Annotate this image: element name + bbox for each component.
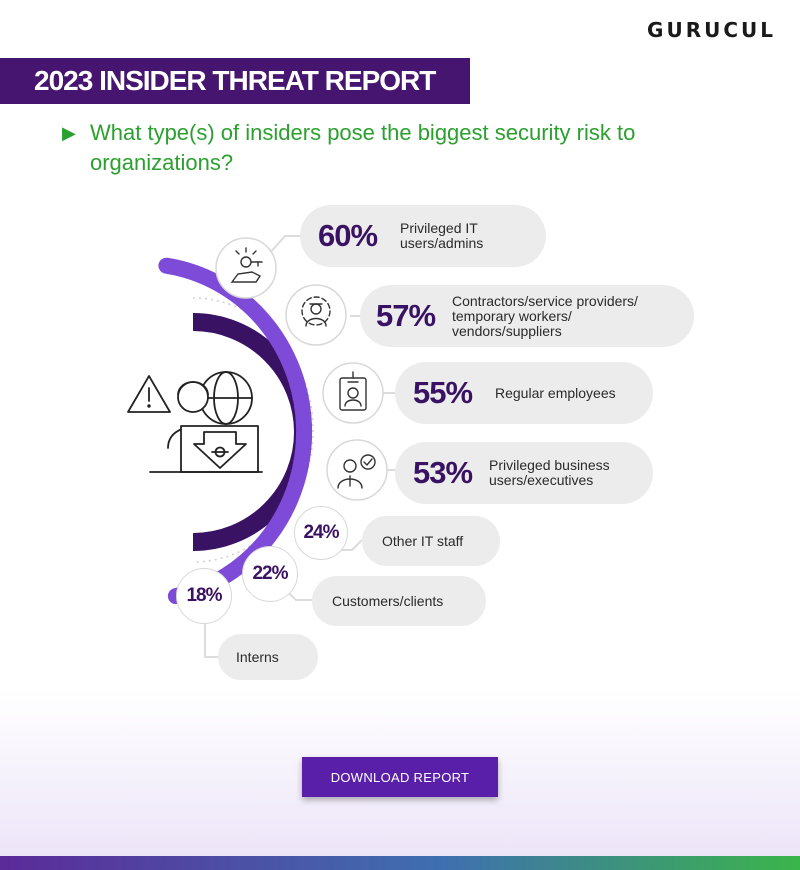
pct-circle-customers: 22% — [242, 546, 298, 602]
icon-circles — [215, 237, 388, 501]
bottom-color-stripe — [0, 856, 800, 870]
id-badge-icon — [339, 371, 367, 411]
report-title: 2023 INSIDER THREAT REPORT — [34, 65, 436, 96]
pill-label: Customers/clients — [332, 592, 444, 609]
pct-value: 22% — [252, 563, 288, 584]
stat-pill-privileged-it: 60% Privileged IT users/admins — [300, 205, 546, 267]
pct-value: 24% — [303, 522, 339, 543]
download-report-button[interactable]: DOWNLOAD REPORT — [302, 757, 498, 797]
play-arrow-icon: ▶ — [62, 123, 76, 143]
pill-label: Privileged business users/executives — [489, 457, 610, 488]
pill-label: Privileged IT users/admins — [400, 220, 484, 251]
pct-circle-interns: 18% — [176, 568, 232, 624]
pill-label: Contractors/service providers/temporary … — [452, 292, 638, 339]
pill-label: Other IT staff — [382, 532, 464, 549]
pct-value: 55% — [413, 375, 473, 410]
stat-pill-other-it: Other IT staff — [362, 516, 500, 566]
pill-label: Regular employees — [495, 384, 616, 401]
stat-pill-customers: Customers/clients — [312, 576, 486, 626]
question-text: What type(s) of insiders pose the bigges… — [90, 120, 636, 175]
stat-pill-regular-employees: 55% Regular employees — [395, 362, 653, 424]
gurucul-logo: GURUCUL — [647, 18, 776, 42]
pill-label: Interns — [236, 648, 279, 665]
pct-value: 60% — [318, 218, 378, 253]
stat-pill-privileged-business: 53% Privileged business users/executives — [395, 442, 653, 504]
pct-circle-other-it: 24% — [294, 506, 348, 560]
pct-value: 53% — [413, 455, 473, 490]
pct-value: 18% — [186, 585, 222, 606]
stat-pill-contractors: 57% Contractors/service providers/tempor… — [360, 285, 694, 347]
executive-check-icon — [337, 454, 376, 489]
report-title-banner: 2023 INSIDER THREAT REPORT — [0, 58, 470, 104]
key-hand-icon — [230, 247, 263, 283]
worker-gear-icon — [301, 296, 331, 327]
insider-illustration-icon — [127, 371, 263, 473]
stat-pill-interns: Interns — [218, 634, 318, 680]
pct-value: 57% — [376, 298, 436, 333]
question-heading: ▶ What type(s) of insiders pose the bigg… — [62, 118, 762, 178]
